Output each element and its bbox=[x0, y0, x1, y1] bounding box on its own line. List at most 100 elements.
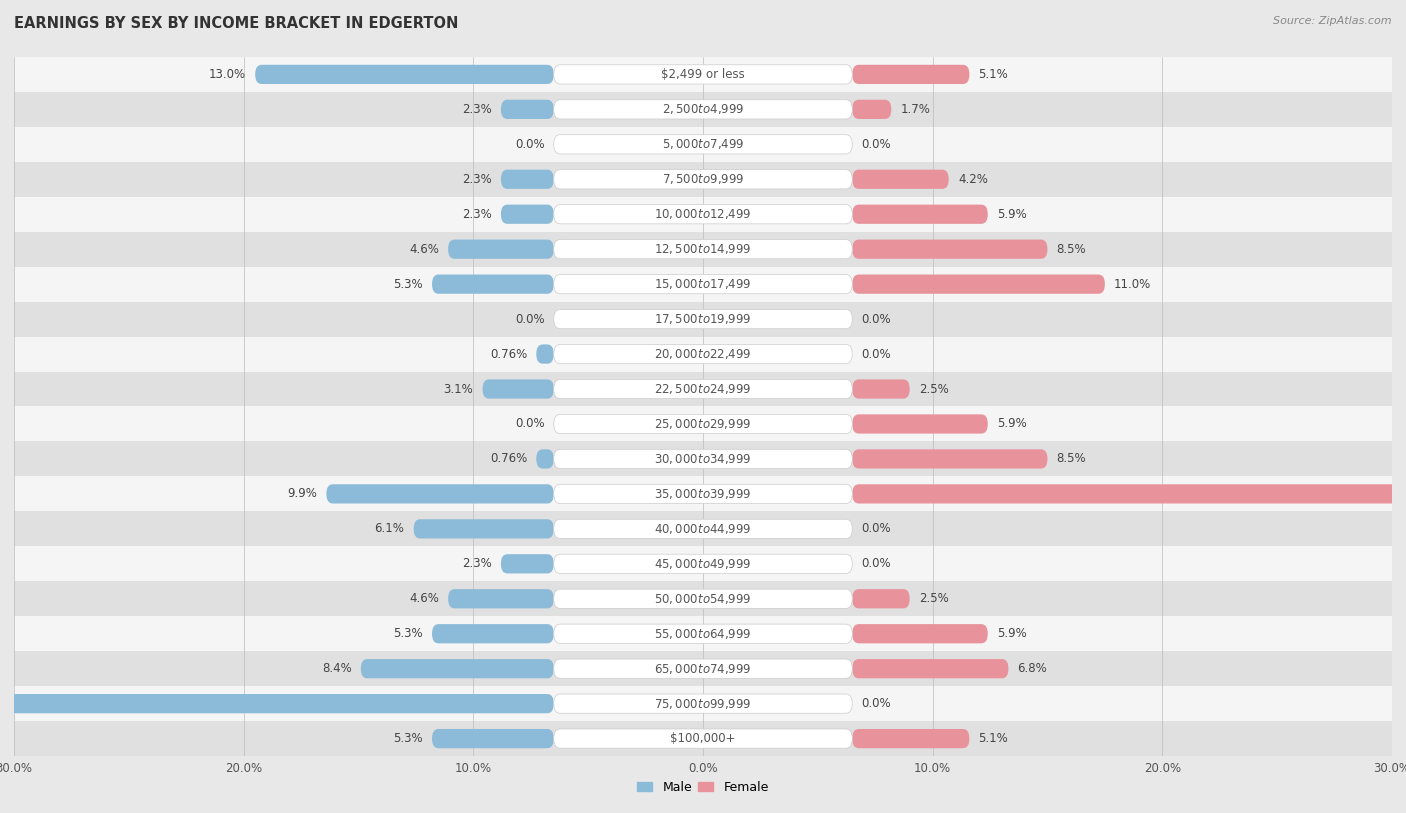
FancyBboxPatch shape bbox=[554, 240, 852, 259]
Text: 0.0%: 0.0% bbox=[862, 523, 891, 535]
Text: 4.2%: 4.2% bbox=[957, 173, 988, 185]
FancyBboxPatch shape bbox=[554, 345, 852, 363]
FancyBboxPatch shape bbox=[852, 450, 1047, 468]
FancyBboxPatch shape bbox=[554, 659, 852, 678]
Text: 6.1%: 6.1% bbox=[374, 523, 405, 535]
FancyBboxPatch shape bbox=[554, 554, 852, 573]
Text: $55,000 to $64,999: $55,000 to $64,999 bbox=[654, 627, 752, 641]
FancyBboxPatch shape bbox=[852, 380, 910, 398]
FancyBboxPatch shape bbox=[554, 205, 852, 224]
Text: $50,000 to $54,999: $50,000 to $54,999 bbox=[654, 592, 752, 606]
Text: 5.1%: 5.1% bbox=[979, 68, 1008, 80]
FancyBboxPatch shape bbox=[14, 337, 1392, 372]
Text: $17,500 to $19,999: $17,500 to $19,999 bbox=[654, 312, 752, 326]
FancyBboxPatch shape bbox=[536, 450, 554, 468]
FancyBboxPatch shape bbox=[852, 240, 1047, 259]
FancyBboxPatch shape bbox=[432, 624, 554, 643]
FancyBboxPatch shape bbox=[14, 92, 1392, 127]
FancyBboxPatch shape bbox=[536, 345, 554, 363]
Legend: Male, Female: Male, Female bbox=[633, 776, 773, 799]
FancyBboxPatch shape bbox=[482, 380, 554, 398]
FancyBboxPatch shape bbox=[554, 135, 852, 154]
Text: 2.3%: 2.3% bbox=[463, 173, 492, 185]
FancyBboxPatch shape bbox=[554, 310, 852, 328]
Text: 5.3%: 5.3% bbox=[394, 278, 423, 290]
Text: 0.0%: 0.0% bbox=[515, 138, 544, 150]
Text: 2.3%: 2.3% bbox=[463, 208, 492, 220]
FancyBboxPatch shape bbox=[554, 485, 852, 503]
FancyBboxPatch shape bbox=[14, 441, 1392, 476]
FancyBboxPatch shape bbox=[852, 729, 969, 748]
Text: 5.9%: 5.9% bbox=[997, 418, 1026, 430]
FancyBboxPatch shape bbox=[852, 205, 988, 224]
Text: $22,500 to $24,999: $22,500 to $24,999 bbox=[654, 382, 752, 396]
Text: 2.5%: 2.5% bbox=[920, 383, 949, 395]
FancyBboxPatch shape bbox=[852, 485, 1406, 503]
FancyBboxPatch shape bbox=[501, 554, 554, 573]
Text: 13.0%: 13.0% bbox=[209, 68, 246, 80]
Text: Source: ZipAtlas.com: Source: ZipAtlas.com bbox=[1274, 16, 1392, 26]
Text: $35,000 to $39,999: $35,000 to $39,999 bbox=[654, 487, 752, 501]
Text: 4.6%: 4.6% bbox=[409, 593, 439, 605]
Text: 0.0%: 0.0% bbox=[515, 418, 544, 430]
FancyBboxPatch shape bbox=[256, 65, 554, 84]
Text: 2.3%: 2.3% bbox=[463, 558, 492, 570]
FancyBboxPatch shape bbox=[852, 415, 988, 433]
FancyBboxPatch shape bbox=[449, 589, 554, 608]
Text: $25,000 to $29,999: $25,000 to $29,999 bbox=[654, 417, 752, 431]
Text: 11.0%: 11.0% bbox=[1114, 278, 1152, 290]
FancyBboxPatch shape bbox=[554, 275, 852, 293]
Text: 9.9%: 9.9% bbox=[287, 488, 318, 500]
FancyBboxPatch shape bbox=[501, 205, 554, 224]
Text: 0.76%: 0.76% bbox=[489, 453, 527, 465]
FancyBboxPatch shape bbox=[361, 659, 554, 678]
FancyBboxPatch shape bbox=[852, 65, 969, 84]
Text: 5.3%: 5.3% bbox=[394, 733, 423, 745]
FancyBboxPatch shape bbox=[14, 581, 1392, 616]
FancyBboxPatch shape bbox=[14, 372, 1392, 406]
Text: $2,499 or less: $2,499 or less bbox=[661, 68, 745, 80]
Text: 8.5%: 8.5% bbox=[1057, 453, 1087, 465]
Text: $7,500 to $9,999: $7,500 to $9,999 bbox=[662, 172, 744, 186]
FancyBboxPatch shape bbox=[14, 232, 1392, 267]
FancyBboxPatch shape bbox=[852, 100, 891, 119]
Text: $10,000 to $12,499: $10,000 to $12,499 bbox=[654, 207, 752, 221]
FancyBboxPatch shape bbox=[14, 511, 1392, 546]
Text: $30,000 to $34,999: $30,000 to $34,999 bbox=[654, 452, 752, 466]
FancyBboxPatch shape bbox=[14, 686, 1392, 721]
FancyBboxPatch shape bbox=[10, 694, 554, 713]
Text: 6.8%: 6.8% bbox=[1018, 663, 1047, 675]
FancyBboxPatch shape bbox=[326, 485, 554, 503]
Text: $2,500 to $4,999: $2,500 to $4,999 bbox=[662, 102, 744, 116]
FancyBboxPatch shape bbox=[554, 624, 852, 643]
Text: $75,000 to $99,999: $75,000 to $99,999 bbox=[654, 697, 752, 711]
Text: 0.0%: 0.0% bbox=[862, 138, 891, 150]
Text: 8.4%: 8.4% bbox=[322, 663, 352, 675]
Text: 2.3%: 2.3% bbox=[463, 103, 492, 115]
FancyBboxPatch shape bbox=[554, 65, 852, 84]
FancyBboxPatch shape bbox=[413, 520, 554, 538]
FancyBboxPatch shape bbox=[554, 170, 852, 189]
FancyBboxPatch shape bbox=[554, 100, 852, 119]
Text: 0.0%: 0.0% bbox=[862, 558, 891, 570]
Text: 1.7%: 1.7% bbox=[900, 103, 931, 115]
Text: $12,500 to $14,999: $12,500 to $14,999 bbox=[654, 242, 752, 256]
Text: EARNINGS BY SEX BY INCOME BRACKET IN EDGERTON: EARNINGS BY SEX BY INCOME BRACKET IN EDG… bbox=[14, 16, 458, 31]
Text: 5.3%: 5.3% bbox=[394, 628, 423, 640]
Text: $5,000 to $7,499: $5,000 to $7,499 bbox=[662, 137, 744, 151]
FancyBboxPatch shape bbox=[14, 267, 1392, 302]
Text: 0.0%: 0.0% bbox=[862, 348, 891, 360]
Text: 0.0%: 0.0% bbox=[515, 313, 544, 325]
FancyBboxPatch shape bbox=[14, 616, 1392, 651]
FancyBboxPatch shape bbox=[14, 162, 1392, 197]
FancyBboxPatch shape bbox=[852, 624, 988, 643]
Text: 0.0%: 0.0% bbox=[862, 698, 891, 710]
FancyBboxPatch shape bbox=[852, 659, 1008, 678]
FancyBboxPatch shape bbox=[14, 651, 1392, 686]
FancyBboxPatch shape bbox=[14, 127, 1392, 162]
Text: 2.5%: 2.5% bbox=[920, 593, 949, 605]
FancyBboxPatch shape bbox=[501, 170, 554, 189]
FancyBboxPatch shape bbox=[432, 729, 554, 748]
FancyBboxPatch shape bbox=[14, 546, 1392, 581]
FancyBboxPatch shape bbox=[14, 406, 1392, 441]
